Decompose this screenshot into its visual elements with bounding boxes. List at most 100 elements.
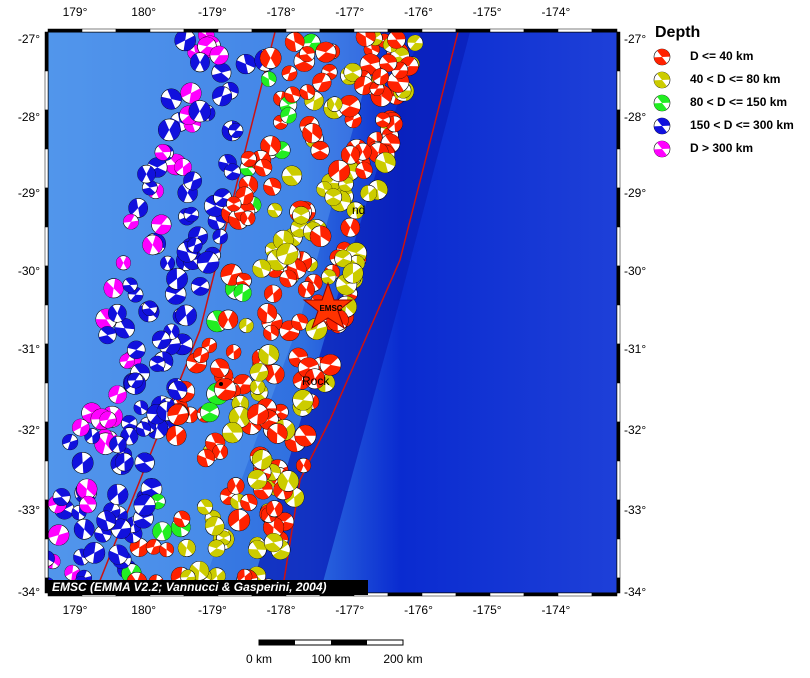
focal-quadrant xyxy=(241,151,257,167)
frame-segment xyxy=(616,31,621,72)
legend-label: D <= 40 km xyxy=(690,49,753,63)
focal-quadrant xyxy=(312,73,332,92)
frame-segment xyxy=(591,28,618,33)
frame-segment xyxy=(455,592,491,597)
legend-label: 150 < D <= 300 km xyxy=(690,118,794,132)
focal-quadrant xyxy=(325,188,341,206)
x-tick-label: 179° xyxy=(63,603,88,617)
x-tick-label: -175° xyxy=(473,603,502,617)
focal-quadrant xyxy=(240,494,258,511)
frame-segment xyxy=(616,460,621,501)
focal-quadrant xyxy=(321,269,336,285)
focal-quadrant xyxy=(115,453,134,472)
focal-quadrant xyxy=(264,364,285,384)
legend-label: 40 < D <= 80 km xyxy=(690,72,780,86)
focal-quadrant xyxy=(228,509,250,531)
frame-segment xyxy=(616,421,621,462)
frame-segment xyxy=(44,265,49,306)
focal-quadrant xyxy=(320,354,341,376)
focal-quadrant xyxy=(183,171,202,190)
focal-quadrant xyxy=(135,452,155,473)
focal-quadrant xyxy=(379,54,397,72)
frame-segment xyxy=(44,460,49,501)
focal-quadrant xyxy=(263,517,284,538)
frame-segment xyxy=(44,577,49,594)
focal-quadrant xyxy=(372,68,389,85)
focal-quadrant xyxy=(250,363,269,382)
focal-quadrant xyxy=(387,32,406,49)
focal-quadrant xyxy=(228,407,251,427)
focal-quadrant xyxy=(72,452,94,474)
focal-quadrant xyxy=(253,480,273,500)
focal-quadrant xyxy=(240,211,256,225)
frame-segment xyxy=(44,109,49,150)
frame-segment xyxy=(44,499,49,540)
frame-segment xyxy=(251,28,287,33)
focal-quadrant xyxy=(83,542,105,564)
focal-quadrant xyxy=(210,358,230,378)
frame-segment xyxy=(47,28,83,33)
frame-segment xyxy=(557,28,593,33)
y-tick-label: -33° xyxy=(18,503,40,517)
frame-segment xyxy=(523,28,559,33)
y-tick-label: -28° xyxy=(624,110,646,124)
focal-quadrant xyxy=(133,400,148,415)
focal-quadrant xyxy=(166,425,187,446)
focal-quadrant xyxy=(267,423,288,444)
focal-quadrant xyxy=(212,229,228,244)
focal-quadrant xyxy=(260,136,281,156)
focal-quadrant xyxy=(197,251,219,274)
focal-quadrant xyxy=(294,425,317,447)
focal-quadrant xyxy=(260,48,282,68)
frame-segment xyxy=(183,28,219,33)
focal-quadrant xyxy=(279,270,297,288)
focal-quadrant xyxy=(347,202,365,219)
focal-quadrant xyxy=(310,225,332,247)
frame-segment xyxy=(616,577,621,594)
focal-quadrant xyxy=(136,421,151,437)
focal-quadrant xyxy=(111,519,131,539)
frame-segment xyxy=(387,28,423,33)
star xyxy=(302,281,354,330)
focal-quadrant xyxy=(299,84,315,100)
focal-quadrant xyxy=(166,268,188,290)
y-tick-label: -31° xyxy=(18,342,40,356)
focal-quadrant xyxy=(654,140,670,158)
focal-quadrant xyxy=(277,471,299,491)
focal-quadrant xyxy=(218,154,237,173)
frame-segment xyxy=(44,31,49,72)
y-tick-label: -29° xyxy=(624,186,646,200)
x-tick-label: -174° xyxy=(541,5,570,19)
focal-quadrant xyxy=(254,159,272,177)
focal-quadrant xyxy=(152,522,172,541)
focal-quadrant xyxy=(187,237,203,253)
x-tick-label: -175° xyxy=(473,5,502,19)
frame-segment xyxy=(44,187,49,228)
focal-quadrant xyxy=(291,314,308,331)
focal-quadrant xyxy=(168,380,187,400)
focal-quadrant xyxy=(151,214,172,235)
focal-quadrant xyxy=(193,347,209,363)
focal-quadrant xyxy=(235,186,254,205)
frame-segment xyxy=(44,70,49,111)
focal-quadrant xyxy=(288,348,308,368)
focal-quadrant xyxy=(197,449,215,467)
focal-quadrant xyxy=(142,300,158,316)
frame-segment xyxy=(616,265,621,306)
focal-quadrant xyxy=(180,82,202,104)
focal-quadrant xyxy=(302,33,321,53)
focal-quadrant xyxy=(152,330,171,349)
focal-quadrant xyxy=(360,53,381,75)
focal-quadrant xyxy=(340,218,360,237)
focal-quadrant xyxy=(103,278,124,298)
fault-line xyxy=(94,32,276,593)
focal-quadrant xyxy=(84,428,100,444)
x-tick-label: -178° xyxy=(267,603,296,617)
focal-quadrant xyxy=(107,484,129,505)
focal-quadrant xyxy=(354,76,373,95)
focal-quadrant xyxy=(276,243,298,265)
focal-quadrant xyxy=(208,539,225,557)
focal-quadrant xyxy=(281,65,298,81)
focal-quadrant xyxy=(108,304,127,322)
focal-quadrant xyxy=(218,310,238,329)
